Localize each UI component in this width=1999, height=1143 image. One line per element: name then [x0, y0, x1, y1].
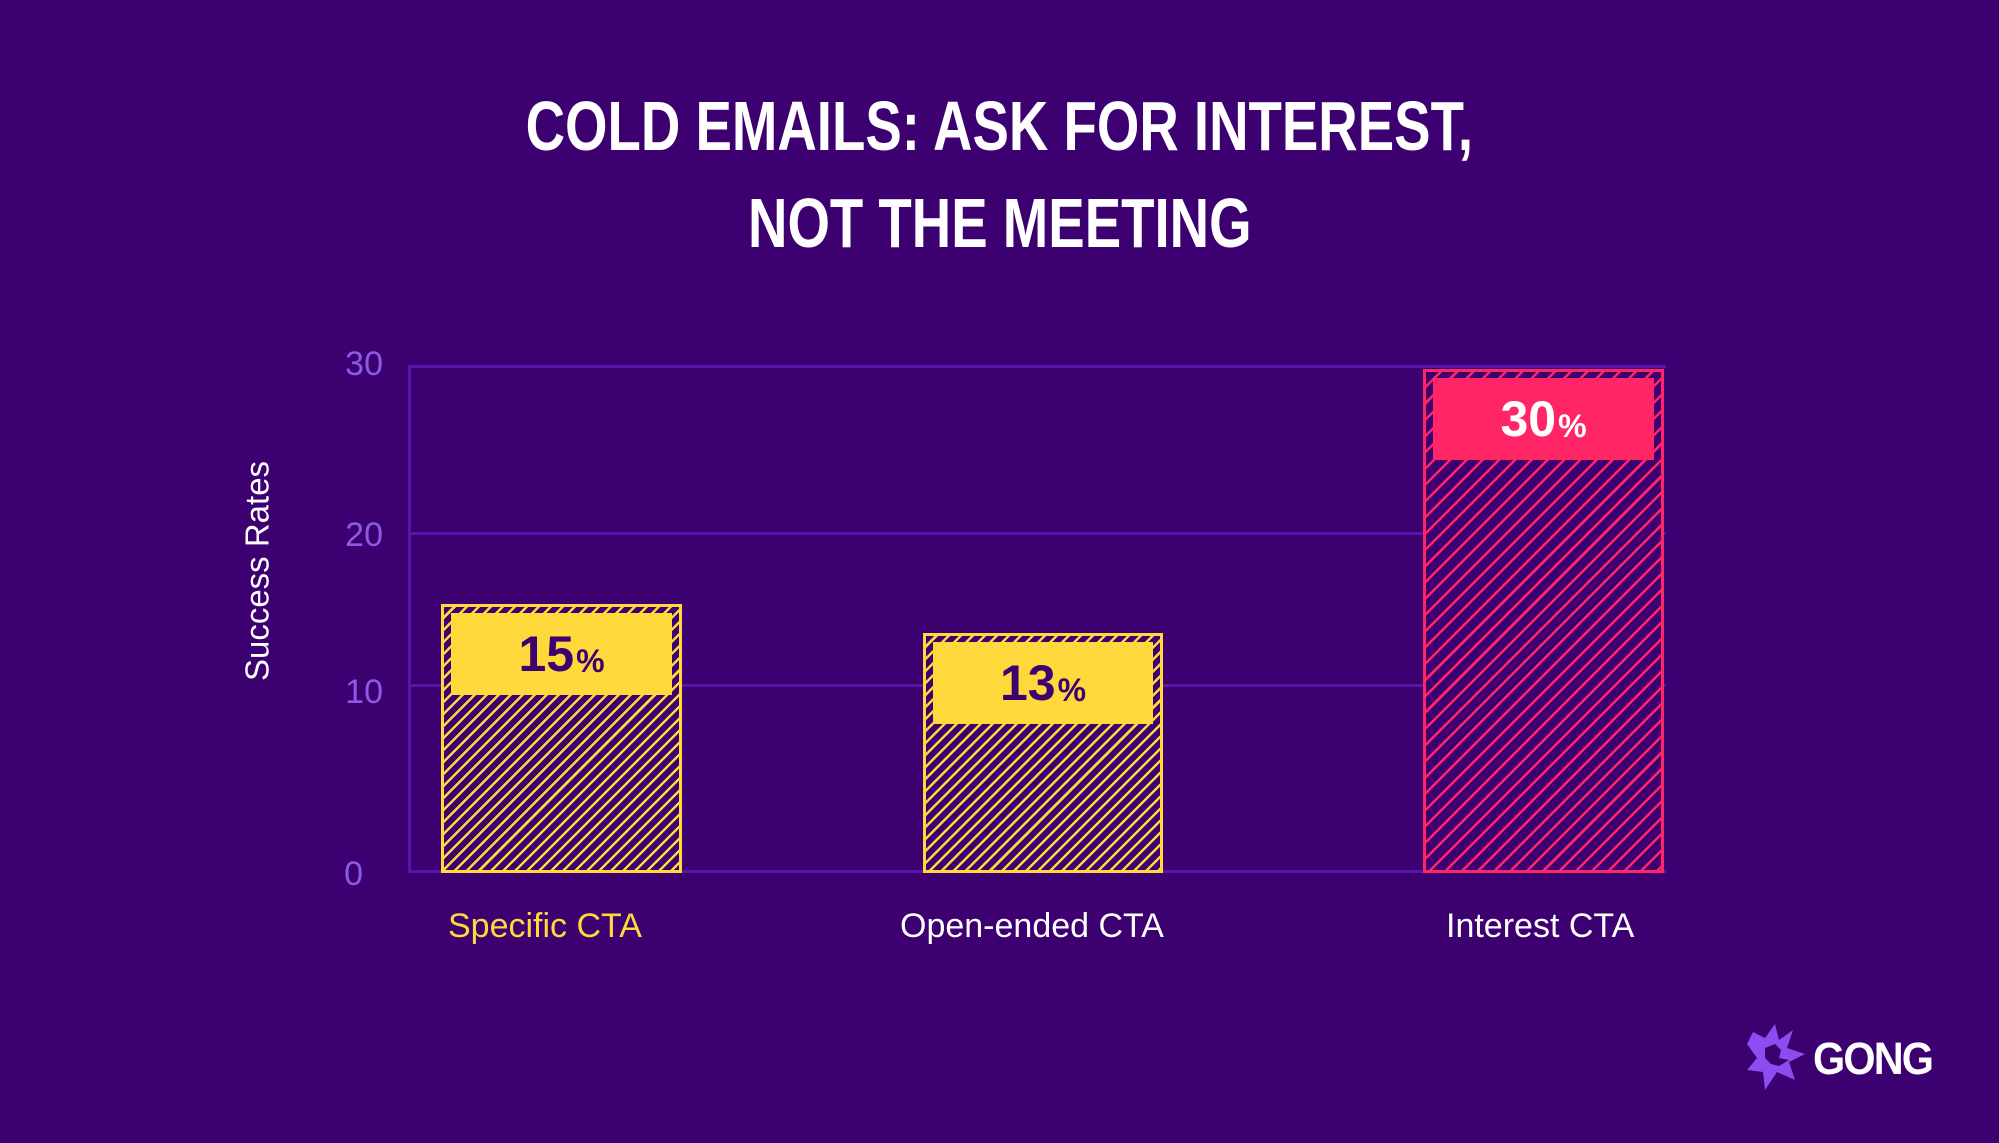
bar-value-label: 15% — [451, 613, 672, 695]
chart-title-line-1: COLD EMAILS: ASK FOR INTEREST, — [525, 87, 1474, 165]
x-label-open-ended-cta: Open-ended CTA — [900, 907, 1164, 945]
bar-value-label: 13% — [933, 642, 1153, 724]
gridline-30 — [408, 365, 1666, 368]
gridline-20 — [408, 532, 1666, 535]
logo-wordmark: GONG — [1813, 1033, 1934, 1084]
y-tick-10: 10 — [345, 673, 383, 711]
x-label-specific-cta: Specific CTA — [448, 907, 642, 945]
y-axis-line — [408, 365, 411, 873]
y-tick-0: 0 — [344, 855, 363, 893]
bar-value-label: 30% — [1433, 378, 1654, 460]
bar-open-ended-cta: 13% — [923, 633, 1163, 873]
chart-title-line-2: NOT THE MEETING — [747, 184, 1252, 262]
y-tick-20: 20 — [345, 516, 383, 554]
bar-specific-cta: 15% — [441, 604, 682, 873]
x-label-interest-cta: Interest CTA — [1446, 907, 1635, 945]
y-tick-30: 30 — [345, 345, 383, 383]
y-axis-label: Success Rates — [238, 460, 276, 682]
bar-interest-cta: 30% — [1423, 369, 1664, 873]
gong-logo: GONG — [1745, 1022, 1945, 1094]
burst-icon — [1747, 1024, 1805, 1090]
